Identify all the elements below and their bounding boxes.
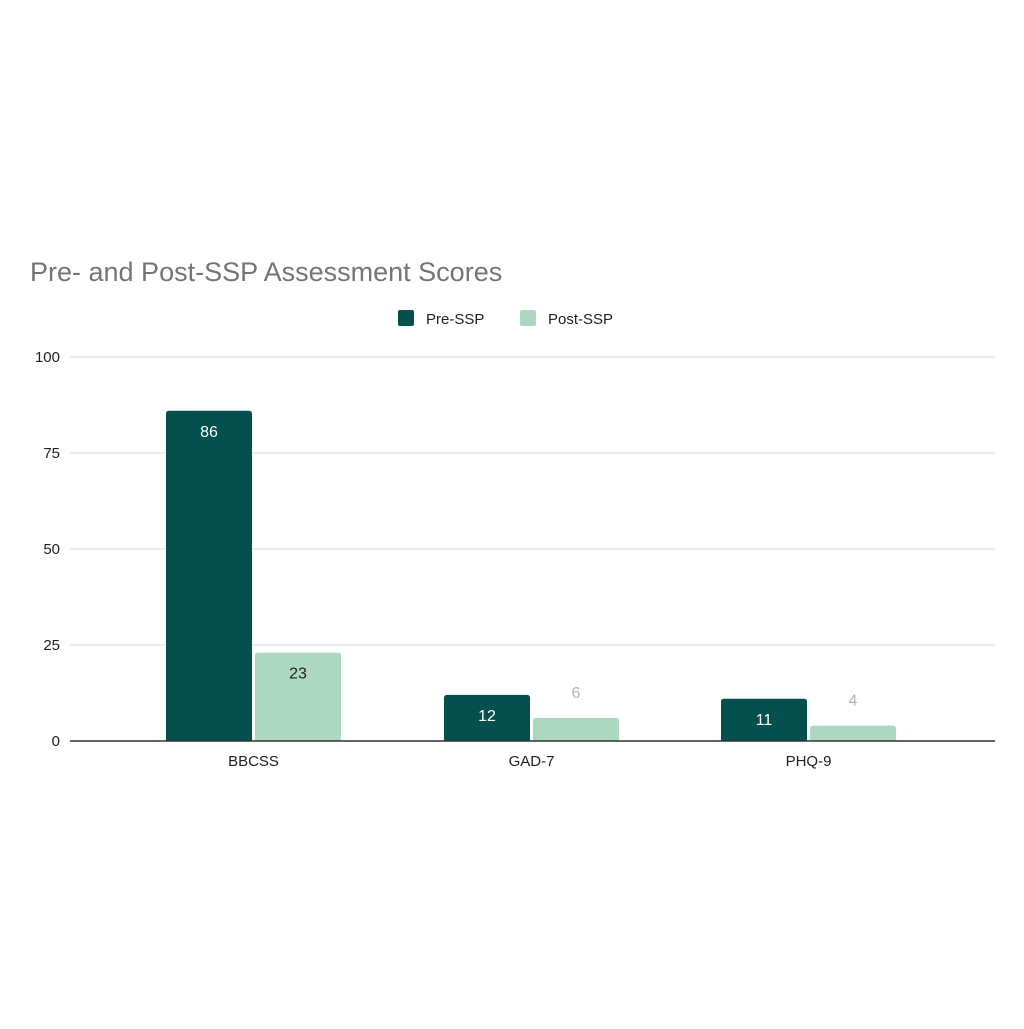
- x-tick-label: GAD-7: [509, 753, 555, 770]
- legend-swatch: [398, 310, 414, 326]
- legend-label: Post-SSP: [548, 311, 613, 328]
- bar-pre-ssp-phq-9: [721, 698, 807, 741]
- y-tick-label: 75: [43, 445, 60, 462]
- y-tick-label: 0: [52, 733, 60, 750]
- x-tick-label: PHQ-9: [786, 753, 832, 770]
- data-label: 23: [289, 666, 307, 683]
- y-axis-tick-labels: 0 25 50 75 100: [35, 349, 60, 750]
- data-label: 6: [572, 685, 581, 702]
- bar-post-ssp-gad-7: [533, 717, 619, 741]
- bars: [166, 410, 896, 741]
- legend-swatch: [520, 310, 536, 326]
- data-label: 4: [849, 693, 858, 710]
- bar-pre-ssp-gad-7: [444, 694, 530, 741]
- bar-post-ssp-phq-9: [810, 725, 896, 741]
- x-axis-tick-labels: BBCSS GAD-7 PHQ-9: [228, 753, 831, 770]
- y-tick-label: 50: [43, 541, 60, 558]
- bar-pre-ssp-bbcss: [166, 410, 252, 741]
- chart-title: Pre- and Post-SSP Assessment Scores: [30, 257, 502, 287]
- legend: Pre-SSP Post-SSP: [398, 310, 613, 328]
- legend-label: Pre-SSP: [426, 311, 484, 328]
- data-label: 86: [200, 424, 218, 441]
- x-tick-label: BBCSS: [228, 753, 279, 770]
- data-label: 12: [478, 708, 496, 725]
- bar-post-ssp-bbcss: [255, 652, 341, 741]
- y-tick-label: 25: [43, 637, 60, 654]
- data-labels: 86 23 12 6 11 4: [200, 424, 857, 729]
- y-tick-label: 100: [35, 349, 60, 366]
- data-label: 11: [756, 712, 773, 729]
